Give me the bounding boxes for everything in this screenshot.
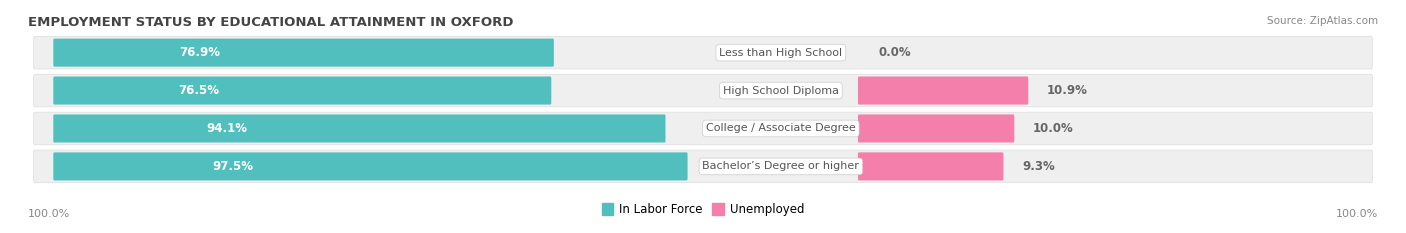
FancyBboxPatch shape: [53, 76, 551, 105]
Legend: In Labor Force, Unemployed: In Labor Force, Unemployed: [598, 199, 808, 221]
Text: 10.9%: 10.9%: [1047, 84, 1088, 97]
FancyBboxPatch shape: [34, 150, 1372, 183]
Text: Source: ZipAtlas.com: Source: ZipAtlas.com: [1267, 16, 1378, 26]
FancyBboxPatch shape: [34, 74, 1372, 107]
FancyBboxPatch shape: [34, 36, 1372, 69]
FancyBboxPatch shape: [53, 152, 688, 180]
Text: 97.5%: 97.5%: [212, 160, 253, 173]
Text: 100.0%: 100.0%: [28, 209, 70, 219]
Text: 76.9%: 76.9%: [179, 46, 219, 59]
Text: 10.0%: 10.0%: [1033, 122, 1074, 135]
Text: 100.0%: 100.0%: [1336, 209, 1378, 219]
FancyBboxPatch shape: [34, 112, 1372, 145]
Text: 9.3%: 9.3%: [1022, 160, 1054, 173]
Text: College / Associate Degree: College / Associate Degree: [706, 123, 856, 134]
FancyBboxPatch shape: [858, 114, 1014, 143]
Text: High School Diploma: High School Diploma: [723, 86, 839, 96]
FancyBboxPatch shape: [858, 76, 1028, 105]
FancyBboxPatch shape: [53, 39, 554, 67]
Text: 0.0%: 0.0%: [879, 46, 911, 59]
Text: Less than High School: Less than High School: [720, 48, 842, 58]
Text: Bachelor’s Degree or higher: Bachelor’s Degree or higher: [703, 161, 859, 171]
Text: EMPLOYMENT STATUS BY EDUCATIONAL ATTAINMENT IN OXFORD: EMPLOYMENT STATUS BY EDUCATIONAL ATTAINM…: [28, 16, 513, 29]
FancyBboxPatch shape: [53, 114, 665, 143]
Text: 94.1%: 94.1%: [207, 122, 247, 135]
Text: 76.5%: 76.5%: [179, 84, 219, 97]
FancyBboxPatch shape: [858, 152, 1004, 180]
